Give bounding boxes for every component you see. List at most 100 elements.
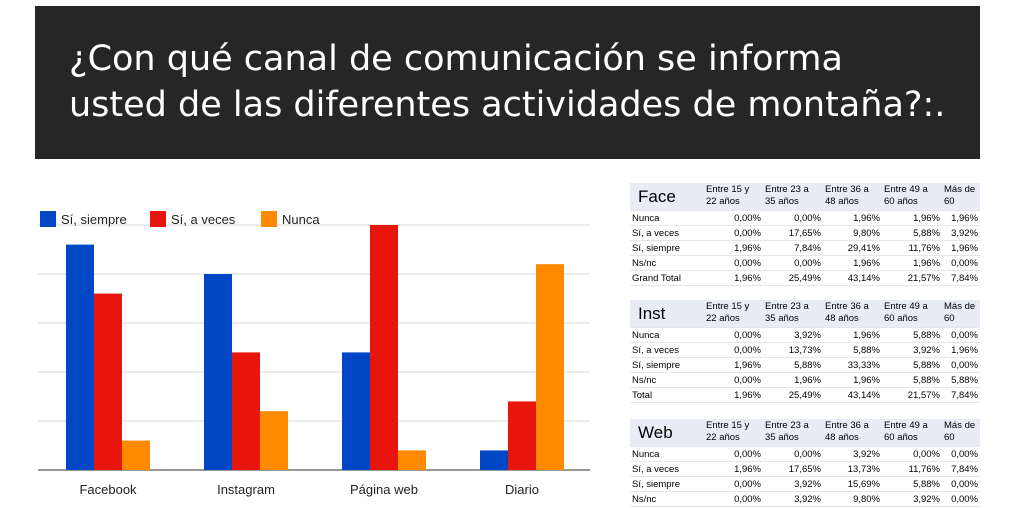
table-web: Web Entre 15 y 22 años Entre 23 a 35 años E… (630, 419, 980, 507)
table-row: Sí, a veces 0,00% 13,73% 5,88% 3,92% 1,96% (630, 342, 980, 358)
row-label: Ns/nc (630, 491, 704, 507)
table-cell: 0,00% (882, 446, 942, 462)
row-label: Sí, a veces (630, 342, 704, 358)
table-cell: 1,96% (704, 461, 763, 477)
table-cell: 0,00% (704, 491, 763, 507)
row-label: Nunca (630, 210, 704, 226)
bar-p-gina-web-series-0 (342, 352, 370, 470)
column-header: Más de 60 (942, 183, 980, 211)
row-label: Sí, siempre (630, 476, 704, 492)
table-cell: 13,73% (823, 461, 882, 477)
table-row: Ns/nc 0,00% 3,92% 9,80% 3,92% 0,00% (630, 491, 980, 507)
table-row: Grand Total 1,96% 25,49% 43,14% 21,57% 7,84% (630, 270, 980, 286)
table-cell: 5,88% (882, 476, 942, 492)
bar-instagram-series-1 (232, 352, 260, 470)
table-header-row: Face Entre 15 y 22 años Entre 23 a 35 años… (630, 183, 980, 211)
bar-facebook-series-0 (66, 244, 94, 470)
bar-facebook-series-1 (94, 293, 122, 470)
table-cell: 3,92% (763, 476, 823, 492)
legend-label-0: Sí, siempre (61, 212, 127, 227)
legend-label-1: Sí, a veces (171, 212, 236, 227)
table-cell: 1,96% (823, 327, 882, 343)
table-cell: 9,80% (823, 225, 882, 241)
table-cell: 0,00% (942, 446, 980, 462)
row-label: Grand Total (630, 270, 704, 286)
table-name: Web (630, 419, 704, 447)
table-cell: 0,00% (704, 225, 763, 241)
column-header: Entre 36 a 48 años (823, 300, 882, 328)
table-row: Nunca 0,00% 0,00% 1,96% 1,96% 1,96% (630, 210, 980, 226)
row-label: Ns/nc (630, 255, 704, 271)
table-row: Ns/nc 0,00% 1,96% 1,96% 5,88% 5,88% (630, 372, 980, 388)
table-cell: 0,00% (704, 372, 763, 388)
table-cell: 0,00% (942, 255, 980, 271)
table-name: Inst (630, 300, 704, 328)
row-label: Sí, siempre (630, 357, 704, 373)
column-header: Entre 15 y 22 años (704, 300, 763, 328)
legend-swatch-2 (261, 211, 277, 227)
table-cell: 5,88% (882, 372, 942, 388)
table-cell: 0,00% (704, 446, 763, 462)
table-cell: 5,88% (763, 357, 823, 373)
table-cell: 7,84% (942, 461, 980, 477)
table-cell: 3,92% (823, 446, 882, 462)
title-line-2: usted de las diferentes actividades de m… (69, 85, 946, 125)
x-tick-label: Página web (350, 482, 418, 497)
table-face: Face Entre 15 y 22 años Entre 23 a 35 años… (630, 183, 980, 286)
table-row: Ns/nc 0,00% 0,00% 1,96% 1,96% 0,00% (630, 255, 980, 271)
column-header: Entre 36 a 48 años (823, 419, 882, 447)
table-cell: 0,00% (704, 210, 763, 226)
row-label: Sí, a veces (630, 461, 704, 477)
table-inst: Inst Entre 15 y 22 años Entre 23 a 35 años… (630, 300, 980, 403)
table-cell: 1,96% (882, 255, 942, 271)
table-cell: 1,96% (942, 210, 980, 226)
table-row: Total 1,96% 25,49% 43,14% 21,57% 7,84% (630, 387, 980, 403)
table-cell: 11,76% (882, 461, 942, 477)
row-label: Total (630, 387, 704, 403)
column-header: Entre 15 y 22 años (704, 183, 763, 211)
table-cell: 25,49% (763, 387, 823, 403)
table-cell: 17,65% (763, 461, 823, 477)
table-cell: 7,84% (942, 270, 980, 286)
table-cell: 43,14% (823, 387, 882, 403)
table-cell: 11,76% (882, 240, 942, 256)
table-cell: 0,00% (704, 255, 763, 271)
table-cell: 0,00% (704, 476, 763, 492)
bar-chart: Facebook Instagram Página web Diario Sí, sie… (38, 211, 590, 497)
row-label: Ns/nc (630, 372, 704, 388)
column-header: Entre 23 a 35 años (763, 183, 823, 211)
table-cell: 13,73% (763, 342, 823, 358)
table-cell: 1,96% (823, 210, 882, 226)
table-cell: 0,00% (942, 327, 980, 343)
table-cell: 29,41% (823, 240, 882, 256)
table-cell: 0,00% (942, 357, 980, 373)
legend-swatch-0 (40, 211, 56, 227)
column-header: Entre 49 a 60 años (882, 300, 942, 328)
table-header-row: Web Entre 15 y 22 años Entre 23 a 35 años E… (630, 419, 980, 447)
bar-diario-series-1 (508, 401, 536, 470)
bar-instagram-series-2 (260, 411, 288, 470)
table-cell: 0,00% (763, 255, 823, 271)
table-cell: 43,14% (823, 270, 882, 286)
x-tick-label: Facebook (79, 482, 137, 497)
title-line-1: ¿Con qué canal de comunicación se inform… (69, 39, 843, 79)
table-cell: 1,96% (704, 387, 763, 403)
table-cell: 21,57% (882, 270, 942, 286)
table-cell: 3,92% (942, 225, 980, 241)
column-header: Entre 49 a 60 años (882, 183, 942, 211)
row-label: Nunca (630, 446, 704, 462)
row-label: Sí, siempre (630, 240, 704, 256)
bar-p-gina-web-series-2 (398, 450, 426, 470)
table-face-body: Face Entre 15 y 22 años Entre 23 a 35 años… (630, 183, 980, 286)
table-cell: 3,92% (882, 342, 942, 358)
table-cell: 0,00% (763, 210, 823, 226)
table-cell: 5,88% (882, 327, 942, 343)
column-header: Entre 23 a 35 años (763, 300, 823, 328)
table-row: Sí, siempre 0,00% 3,92% 15,69% 5,88% 0,00% (630, 476, 980, 492)
table-header-row: Inst Entre 15 y 22 años Entre 23 a 35 años… (630, 300, 980, 328)
table-cell: 5,88% (882, 357, 942, 373)
bar-diario-series-0 (480, 450, 508, 470)
table-cell: 0,00% (942, 476, 980, 492)
bar-diario-series-2 (536, 264, 564, 470)
column-header: Más de 60 (942, 419, 980, 447)
